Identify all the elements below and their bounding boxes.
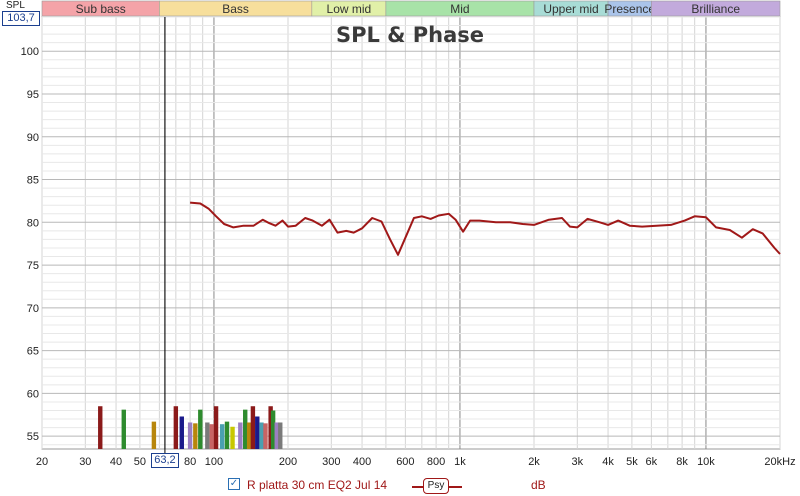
x-tick-label: 8k	[676, 456, 688, 468]
x-tick-label: 600	[396, 456, 414, 468]
x-tick-label: 2k	[528, 456, 540, 468]
y-tick-label: 90	[27, 132, 39, 144]
bar	[219, 424, 225, 449]
y-axis-label: SPL	[6, 0, 25, 11]
band-label: Mid	[450, 2, 469, 16]
y-tick-label: 75	[27, 260, 39, 272]
bar	[193, 423, 198, 449]
x-tick-label: 40	[110, 456, 122, 468]
bar	[268, 406, 273, 449]
x-tick-label: 50	[134, 456, 146, 468]
x-tick-label: 20	[36, 456, 48, 468]
y-tick-label: 95	[27, 89, 39, 101]
smoothing-badge[interactable]: Psy	[423, 478, 449, 494]
bar	[270, 410, 276, 449]
bar	[278, 422, 283, 449]
band-label: Low mid	[327, 2, 372, 16]
x-tick-label: 100	[205, 456, 223, 468]
x-tick-label: 3k	[572, 456, 584, 468]
bar	[198, 409, 203, 449]
band-label: Presence	[604, 2, 655, 16]
band-label: Sub bass	[76, 2, 126, 16]
band-label: Brilliance	[691, 2, 740, 16]
series-line	[190, 201, 781, 256]
bar	[179, 416, 184, 449]
y-tick-label: 80	[27, 217, 39, 229]
bar	[213, 406, 219, 449]
y-tick-label: 70	[27, 303, 39, 315]
x-tick-label: 400	[353, 456, 371, 468]
bar	[238, 422, 243, 449]
legend-series-name[interactable]: R platta 30 cm EQ2 Jul 14	[247, 478, 388, 492]
plot-area	[41, 16, 781, 450]
bar	[173, 406, 179, 449]
x-tick-label: 30	[79, 456, 91, 468]
x-tick-label: 4k	[602, 456, 614, 468]
cursor-spl-readout: 103,7	[2, 11, 40, 26]
y-tick-label: 60	[27, 388, 39, 400]
band-brilliance	[651, 0, 781, 17]
bar	[243, 409, 248, 449]
bar	[230, 426, 235, 449]
bar	[250, 406, 256, 449]
cursor-frequency-readout: 63,2	[150, 453, 179, 468]
bar	[246, 422, 252, 449]
x-tick-label: 300	[322, 456, 340, 468]
bar	[121, 409, 126, 449]
bar	[209, 424, 214, 449]
legend: ✓ R platta 30 cm EQ2 Jul 14 Psy dB	[0, 474, 800, 496]
bar	[255, 416, 260, 449]
legend-unit: dB	[531, 478, 546, 492]
y-tick-label: 100	[21, 46, 39, 58]
x-tick-label: 20kHz	[764, 456, 795, 468]
x-tick-label: 200	[279, 456, 297, 468]
band-label: Upper mid	[543, 2, 598, 16]
y-tick-label: 55	[27, 431, 39, 443]
bar	[98, 406, 103, 449]
x-tick-label: 1k	[454, 456, 466, 468]
chart-title: SPL & Phase	[336, 23, 484, 47]
y-tick-label: 85	[27, 175, 39, 187]
bar	[263, 423, 268, 449]
x-tick-label: 6k	[646, 456, 658, 468]
series-visibility-checkbox[interactable]: ✓	[228, 478, 240, 490]
bar	[259, 422, 264, 449]
bar	[151, 421, 157, 449]
x-tick-label: 80	[184, 456, 196, 468]
x-tick-label: 5k	[626, 456, 638, 468]
band-label: Bass	[222, 2, 249, 16]
y-tick-label: 65	[27, 346, 39, 358]
bar	[187, 422, 193, 449]
bar	[274, 422, 279, 449]
x-tick-label: 800	[427, 456, 445, 468]
x-tick-label: 10k	[697, 456, 715, 468]
bar	[205, 422, 210, 449]
bar	[224, 421, 230, 449]
